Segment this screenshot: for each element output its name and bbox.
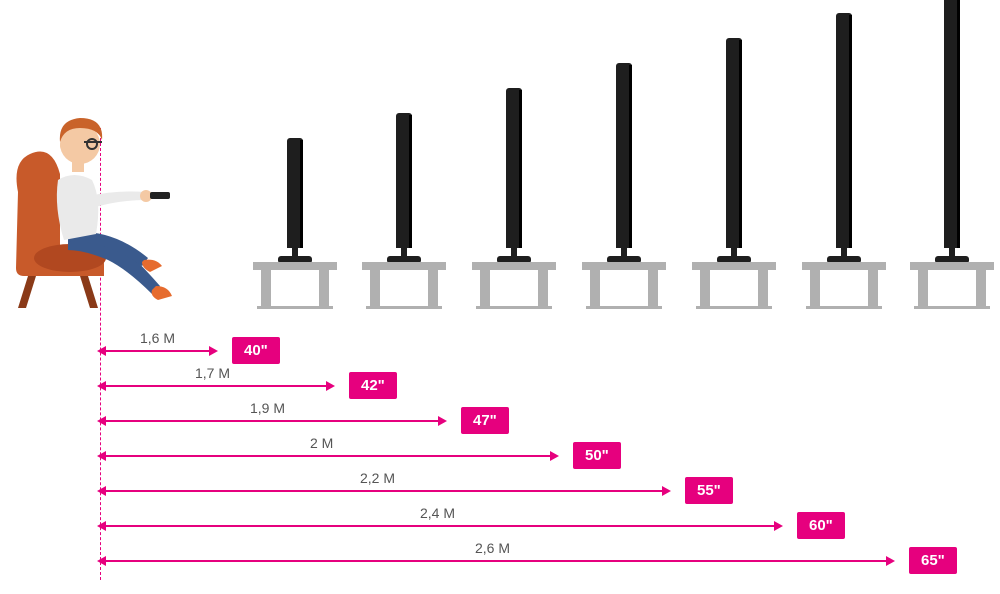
tv-screen-edge xyxy=(409,115,412,248)
tv-stand-leg xyxy=(319,270,329,308)
arrowhead-left-icon xyxy=(97,381,106,391)
tv-stand-top xyxy=(802,262,886,270)
tv-stand-leg xyxy=(918,270,928,308)
tv-stand-leg xyxy=(480,270,490,308)
arrowhead-right-icon xyxy=(326,381,335,391)
tv-base xyxy=(827,256,861,262)
distance-label: 1,7 M xyxy=(195,365,230,381)
tv-neck xyxy=(841,248,847,256)
tv-size-badge: 50" xyxy=(573,442,621,469)
tv-stand-leg xyxy=(976,270,986,308)
arrowhead-right-icon xyxy=(886,556,895,566)
tv-base xyxy=(607,256,641,262)
tv-base xyxy=(935,256,969,262)
tv-size-badge: 65" xyxy=(909,547,957,574)
distance-arrow-line xyxy=(104,560,888,562)
arrowhead-right-icon xyxy=(209,346,218,356)
distance-arrow-line xyxy=(104,455,552,457)
arrowhead-left-icon xyxy=(97,486,106,496)
tv-screen-edge xyxy=(957,0,960,248)
tv-stand-leg xyxy=(700,270,710,308)
tv-stand-leg xyxy=(538,270,548,308)
tv-stand-foot xyxy=(696,306,772,309)
tv-neck xyxy=(621,248,627,256)
tv-stand-leg xyxy=(758,270,768,308)
tv-screen-edge xyxy=(629,65,632,248)
tv-stand-top xyxy=(910,262,994,270)
tv-neck xyxy=(401,248,407,256)
arrowhead-left-icon xyxy=(97,451,106,461)
tv-stand-foot xyxy=(366,306,442,309)
distance-label: 2,2 M xyxy=(360,470,395,486)
tv-stand-top xyxy=(692,262,776,270)
tv-size-badge: 40" xyxy=(232,337,280,364)
distance-label: 1,6 M xyxy=(140,330,175,346)
tv-stand-foot xyxy=(476,306,552,309)
tv-neck xyxy=(292,248,298,256)
viewer-person xyxy=(10,100,195,310)
arrowhead-right-icon xyxy=(662,486,671,496)
tv-base xyxy=(278,256,312,262)
tv-screen-edge xyxy=(300,140,303,248)
arrowhead-left-icon xyxy=(97,521,106,531)
distance-arrow-line xyxy=(104,490,664,492)
tv-base xyxy=(717,256,751,262)
tv-size-badge: 42" xyxy=(349,372,397,399)
tv-size-badge: 55" xyxy=(685,477,733,504)
distance-label: 2,6 M xyxy=(475,540,510,556)
tv-stand-leg xyxy=(648,270,658,308)
distance-arrow-line xyxy=(104,420,440,422)
arrowhead-right-icon xyxy=(550,451,559,461)
arrowhead-right-icon xyxy=(438,416,447,426)
tv-stand-leg xyxy=(810,270,820,308)
tv-stand-foot xyxy=(914,306,990,309)
tv-stand-top xyxy=(362,262,446,270)
tv-size-badge: 47" xyxy=(461,407,509,434)
tv-base xyxy=(497,256,531,262)
distance-arrow-line xyxy=(104,525,776,527)
distance-arrow-line xyxy=(104,385,328,387)
tv-screen-edge xyxy=(849,15,852,248)
arrowhead-right-icon xyxy=(774,521,783,531)
distance-label: 2,4 M xyxy=(420,505,455,521)
arrowhead-left-icon xyxy=(97,346,106,356)
tv-stand-top xyxy=(253,262,337,270)
tv-stand-leg xyxy=(261,270,271,308)
tv-neck xyxy=(949,248,955,256)
tv-neck xyxy=(511,248,517,256)
tv-stand-leg xyxy=(590,270,600,308)
tv-stand-top xyxy=(472,262,556,270)
tv-stand-leg xyxy=(428,270,438,308)
tv-stand-leg xyxy=(868,270,878,308)
tv-neck xyxy=(731,248,737,256)
arrowhead-left-icon xyxy=(97,416,106,426)
tv-base xyxy=(387,256,421,262)
tv-stand-top xyxy=(582,262,666,270)
distance-label: 1,9 M xyxy=(250,400,285,416)
distance-arrow-line xyxy=(104,350,211,352)
tv-screen-edge xyxy=(519,90,522,248)
tv-stand-foot xyxy=(586,306,662,309)
tv-size-badge: 60" xyxy=(797,512,845,539)
tv-stand-foot xyxy=(257,306,333,309)
tv-stand-foot xyxy=(806,306,882,309)
arrowhead-left-icon xyxy=(97,556,106,566)
distance-label: 2 M xyxy=(310,435,333,451)
tv-screen-edge xyxy=(739,40,742,248)
tv-stand-leg xyxy=(370,270,380,308)
